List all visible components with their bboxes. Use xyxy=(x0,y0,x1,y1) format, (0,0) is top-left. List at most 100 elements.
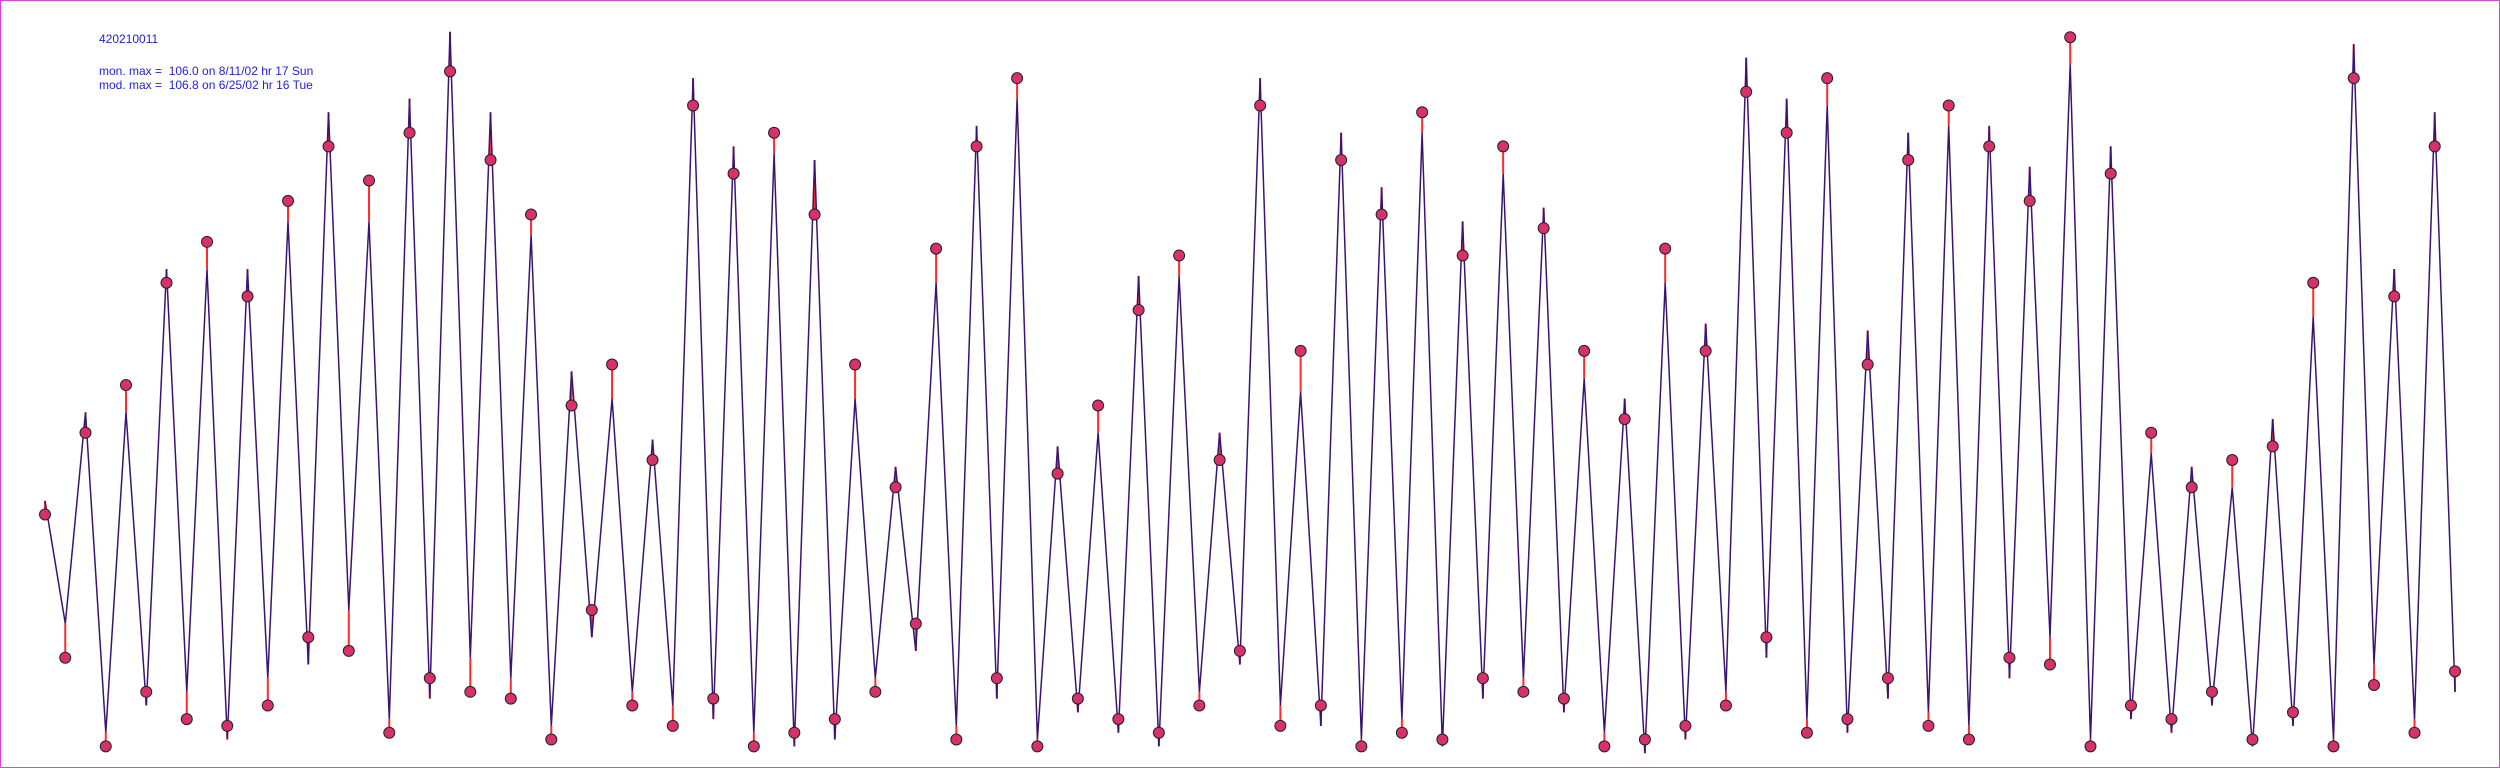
monitor-point xyxy=(869,685,882,698)
monitor-point xyxy=(1335,154,1348,166)
monitor-point xyxy=(140,685,153,698)
monitor-point xyxy=(261,699,274,712)
monitor-point xyxy=(302,631,315,644)
monitor-point xyxy=(221,719,234,732)
plot xyxy=(39,31,2461,754)
monitor-point xyxy=(606,358,619,371)
monitor-point xyxy=(768,126,781,139)
monitor-point xyxy=(1274,719,1287,732)
monitor-point xyxy=(2124,699,2137,712)
monitor-point xyxy=(1233,644,1246,657)
model-line xyxy=(44,31,2456,754)
monitor-point xyxy=(1051,467,1064,480)
monitor-point xyxy=(2327,740,2340,753)
monitor-point xyxy=(1517,685,1530,698)
monitor-point xyxy=(1780,126,1793,139)
monitor-point xyxy=(1476,672,1489,685)
monitor-point xyxy=(1881,672,1894,685)
monitor-point xyxy=(1152,726,1165,739)
monitor-point xyxy=(2246,733,2259,746)
monitor-point xyxy=(2205,685,2218,698)
monitor-point xyxy=(727,167,740,180)
monitor-point xyxy=(1071,692,1084,705)
monitor-point xyxy=(1659,242,1672,255)
monitor-point xyxy=(1294,344,1307,357)
annotation: mod. max = 106.8 on 6/25/02 hr 16 Tue xyxy=(99,78,313,92)
monitor-point xyxy=(2084,740,2097,753)
monitor-point xyxy=(1193,699,1206,712)
monitor-point xyxy=(2307,276,2320,289)
monitor-point xyxy=(930,242,943,255)
monitor-point xyxy=(1355,740,1368,753)
monitor-point xyxy=(1841,713,1854,726)
monitor-point xyxy=(585,604,598,616)
monitor-point xyxy=(626,699,639,712)
monitor-point xyxy=(2449,665,2461,678)
monitor-point xyxy=(687,99,700,112)
monitor-point xyxy=(484,154,497,166)
monitor-point xyxy=(363,174,376,187)
monitor-point xyxy=(444,65,457,78)
monitor-point xyxy=(39,508,51,521)
monitor-point xyxy=(1213,454,1226,466)
monitor-point xyxy=(322,140,335,153)
monitor-point xyxy=(160,276,173,289)
monitor-point xyxy=(2145,426,2158,439)
monitor-point xyxy=(1314,699,1327,712)
monitor-point xyxy=(423,672,436,685)
monitor-point xyxy=(383,726,396,739)
monitor-point xyxy=(1861,358,1874,371)
monitor-point xyxy=(990,672,1003,685)
monitor-point xyxy=(282,194,295,207)
monitor-point xyxy=(1902,154,1915,166)
monitor-point xyxy=(403,126,416,139)
monitor-point xyxy=(2104,167,2117,180)
monitor-point xyxy=(1821,72,1834,85)
monitor-point xyxy=(1173,249,1186,262)
monitor-point xyxy=(1537,222,1550,235)
monitor-point xyxy=(1983,140,1996,153)
monitor-point xyxy=(504,692,517,705)
monitor-point xyxy=(180,713,193,726)
monitor-point xyxy=(1800,726,1813,739)
annotation: mon. max = 106.0 on 8/11/02 hr 17 Sun xyxy=(99,64,313,78)
monitor-point xyxy=(1598,740,1611,753)
monitor-point xyxy=(2347,72,2360,85)
monitor-point xyxy=(1031,740,1044,753)
monitor-point xyxy=(2185,481,2198,494)
monitor-point xyxy=(1760,631,1773,644)
monitor-point xyxy=(2023,194,2036,207)
monitor-point xyxy=(464,685,477,698)
monitor-point xyxy=(1092,399,1105,412)
monitor-point xyxy=(970,140,983,153)
monitor-point xyxy=(99,740,112,753)
monitor-point xyxy=(1942,99,1955,112)
monitor-point xyxy=(950,733,963,746)
monitor-point xyxy=(1011,72,1024,85)
monitor-point xyxy=(1416,106,1429,119)
monitor-point xyxy=(707,692,720,705)
monitor-point xyxy=(1497,140,1510,153)
monitor-point xyxy=(747,740,760,753)
monitor-point xyxy=(1375,208,1388,221)
chart-title: 420210011 xyxy=(99,32,159,46)
monitor-point xyxy=(1740,85,1753,98)
monitor-point xyxy=(525,208,538,221)
monitor-point xyxy=(828,713,841,726)
monitor-point xyxy=(2003,651,2016,664)
monitor-point xyxy=(808,208,821,221)
monitor-point xyxy=(666,719,679,732)
monitor-point xyxy=(1436,733,1449,746)
monitor-point xyxy=(2428,140,2441,153)
monitor-point xyxy=(788,726,801,739)
monitor-point xyxy=(909,617,922,630)
monitor-point xyxy=(1456,249,1469,262)
monitor-point xyxy=(2408,726,2421,739)
monitor-point xyxy=(2367,679,2380,691)
monitor-point xyxy=(2043,658,2056,671)
monitor-point xyxy=(1112,713,1125,726)
monitor-point xyxy=(201,235,214,248)
monitor-point xyxy=(79,426,92,439)
